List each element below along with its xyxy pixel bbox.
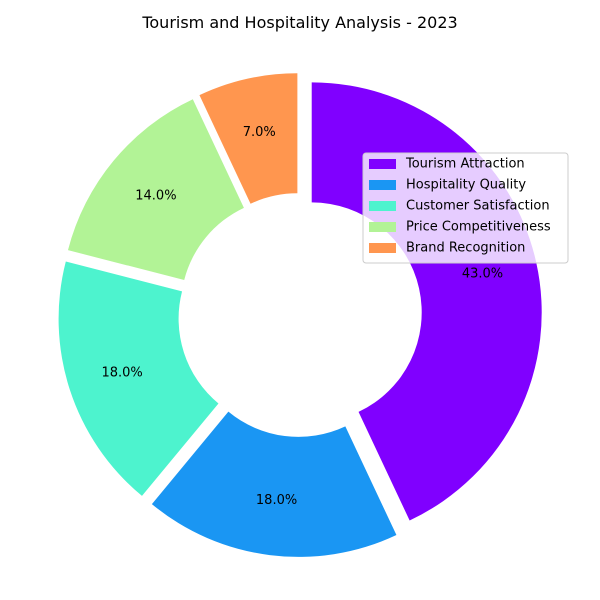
legend: Tourism Attraction Hospitality Quality Cus… — [362, 152, 569, 264]
legend-label: Hospitality Quality — [406, 178, 526, 193]
legend-frame — [362, 152, 569, 264]
legend-swatch — [369, 243, 396, 253]
legend-swatch — [369, 222, 396, 232]
percent-label: 43.0% — [462, 267, 503, 282]
percent-label: 18.0% — [256, 493, 297, 508]
legend-label: Tourism Attraction — [405, 157, 525, 172]
slice-price-competitiveness — [67, 99, 244, 280]
slices-group — [58, 73, 542, 557]
slice-brand-recognition — [199, 73, 298, 204]
percent-label: 7.0% — [243, 125, 276, 140]
legend-swatch — [369, 159, 396, 169]
legend-swatch — [369, 180, 396, 190]
percent-labels-group: 43.0% 18.0% 18.0% 14.0% 7.0% — [101, 125, 503, 508]
legend-items: Tourism Attraction Hospitality Quality Cus… — [369, 157, 551, 256]
chart-title: Tourism and Hospitality Analysis - 2023 — [141, 13, 457, 32]
percent-label: 14.0% — [135, 188, 176, 203]
legend-label: Brand Recognition — [406, 241, 525, 256]
percent-label: 18.0% — [101, 365, 142, 380]
legend-swatch — [369, 201, 396, 211]
slice-hospitality-quality — [151, 411, 397, 557]
slice-customer-satisfaction — [58, 261, 219, 496]
legend-label: Price Competitiveness — [406, 220, 551, 235]
legend-label: Customer Satisfaction — [406, 199, 550, 214]
